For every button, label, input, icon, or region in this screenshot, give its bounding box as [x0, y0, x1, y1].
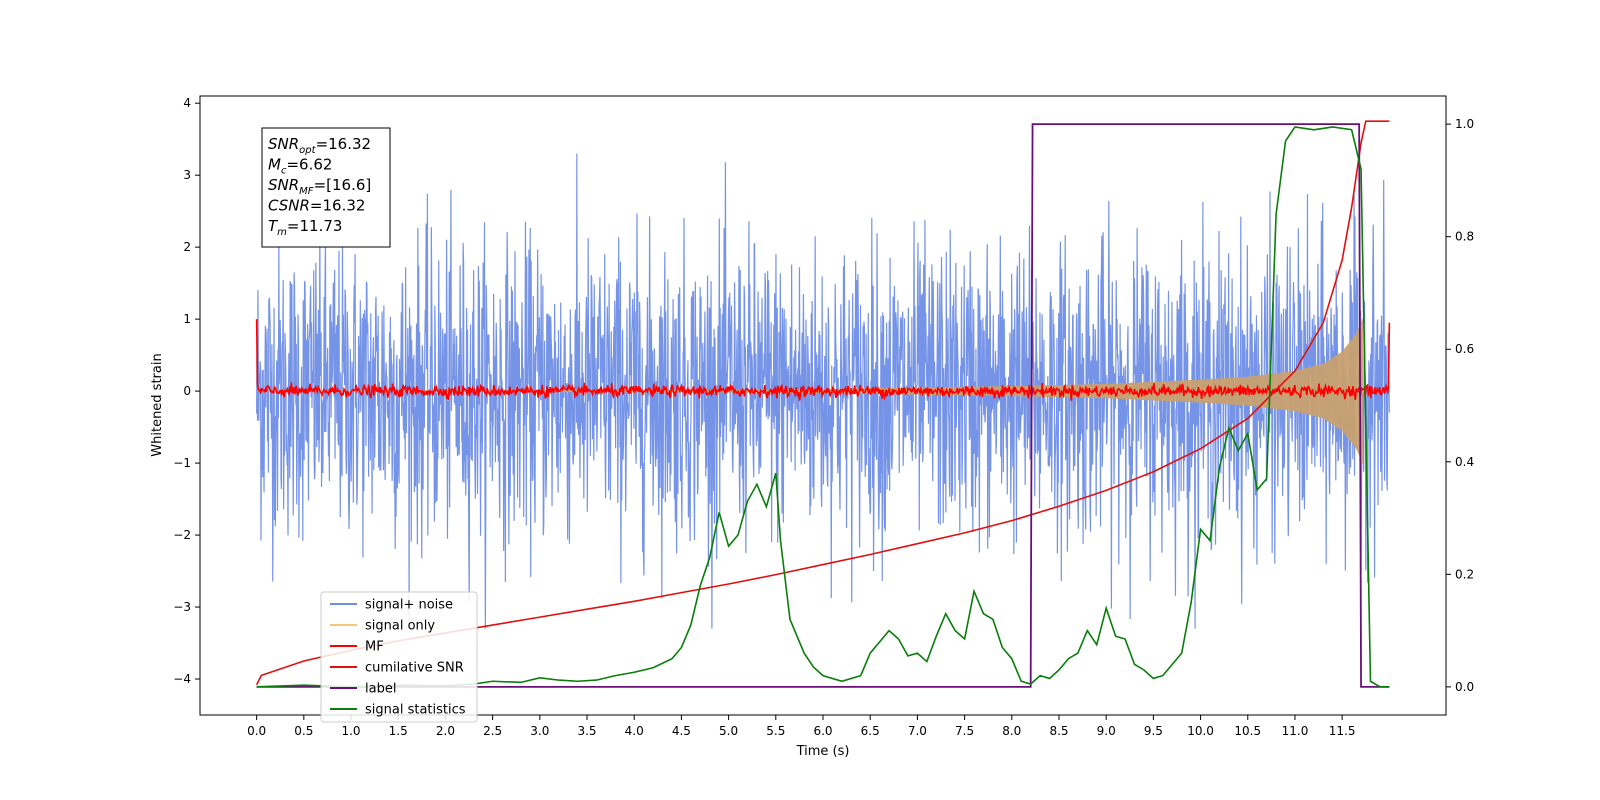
x-tick-label: 6.5	[861, 724, 880, 738]
x-tick-label: 2.0	[436, 724, 455, 738]
y-tick-label: −2	[173, 528, 191, 542]
legend-label: signal statistics	[365, 703, 466, 718]
legend-label: signal only	[365, 619, 435, 634]
series-label	[256, 123, 1390, 688]
x-tick-label: 11.5	[1329, 724, 1356, 738]
x-tick-label: 1.5	[389, 724, 408, 738]
legend-label: signal+ noise	[365, 598, 453, 613]
y-tick-label: −1	[173, 456, 191, 470]
legend-label: label	[365, 682, 396, 697]
x-axis-label: Time (s)	[796, 744, 850, 759]
y-tick-label: 1	[183, 312, 191, 326]
y-tick-label: 0	[183, 384, 191, 398]
legend-frame	[320, 591, 478, 723]
y-tick-label: 2	[183, 240, 191, 254]
x-tick-label: 10.5	[1234, 724, 1261, 738]
info-box-frame	[261, 127, 391, 248]
x-tick-label: 6.0	[813, 724, 832, 738]
x-tick-label: 1.0	[341, 724, 360, 738]
series-signal-statistics	[256, 126, 1390, 688]
info-line: SNRopt=16.32	[268, 135, 371, 156]
x-tick-label: 8.0	[1002, 724, 1021, 738]
info-box-lines: SNRopt=16.32Mc=6.62SNRMF=[16.6]CSNR=16.3…	[268, 135, 371, 238]
x-tick-label: 10.0	[1187, 724, 1214, 738]
legend-label: cumilative SNR	[365, 661, 464, 676]
info-line: CSNR=16.32	[268, 197, 365, 215]
x-tick-label: 7.5	[955, 724, 974, 738]
x-tick-label: 0.5	[294, 724, 313, 738]
x-tick-label: 0.0	[247, 724, 266, 738]
info-line: Mc=6.62	[268, 156, 332, 177]
y-axis-left: 4 3 2 1 0 −1 −2 −3 −4	[173, 96, 200, 686]
series-signal-noise	[256, 153, 1390, 629]
legend-label: MF	[365, 640, 384, 655]
y-tick-label: −4	[173, 672, 191, 686]
y-axis-label: Whitened strain	[150, 353, 165, 456]
y-right-tick-label: 0.4	[1455, 455, 1474, 469]
x-tick-label: 5.5	[766, 724, 785, 738]
y-tick-label: 4	[183, 96, 191, 110]
x-tick-label: 3.5	[577, 724, 596, 738]
x-tick-label: 3.0	[530, 724, 549, 738]
y-tick-label: −3	[173, 600, 191, 614]
x-tick-label: 9.5	[1144, 724, 1163, 738]
x-tick-label: 7.0	[908, 724, 927, 738]
y-right-tick-label: 1.0	[1455, 117, 1474, 131]
x-tick-label: 8.5	[1049, 724, 1068, 738]
x-tick-label: 4.5	[672, 724, 691, 738]
x-tick-label: 11.0	[1282, 724, 1309, 738]
y-right-tick-label: 0.0	[1455, 680, 1474, 694]
y-tick-label: 3	[183, 168, 191, 182]
x-axis: 0.0 0.5 1.0 1.5 2.0 2.5 3.0 3.5 4.0 4.5 5.0 5.5 6.0 6…	[247, 715, 1356, 738]
x-tick-label: 5.0	[719, 724, 738, 738]
info-line: Tm=11.73	[268, 217, 342, 238]
legend-items: signal+ noise signal only MF cumilative SNR…	[330, 598, 466, 718]
y-axis-right: 1.0 0.8 0.6 0.4 0.2 0.0	[1446, 117, 1474, 694]
x-tick-label: 4.0	[625, 724, 644, 738]
y-right-tick-label: 0.2	[1455, 567, 1474, 581]
x-tick-label: 9.0	[1097, 724, 1116, 738]
info-line: SNRMF=[16.6]	[268, 176, 371, 197]
x-tick-label: 2.5	[483, 724, 502, 738]
y-right-tick-label: 0.8	[1455, 230, 1474, 244]
info-box: SNRopt=16.32Mc=6.62SNRMF=[16.6]CSNR=16.3…	[261, 127, 391, 248]
y-right-tick-label: 0.6	[1455, 342, 1474, 356]
legend: signal+ noise signal only MF cumilative SNR…	[320, 591, 478, 723]
series-mf	[255, 319, 1391, 401]
